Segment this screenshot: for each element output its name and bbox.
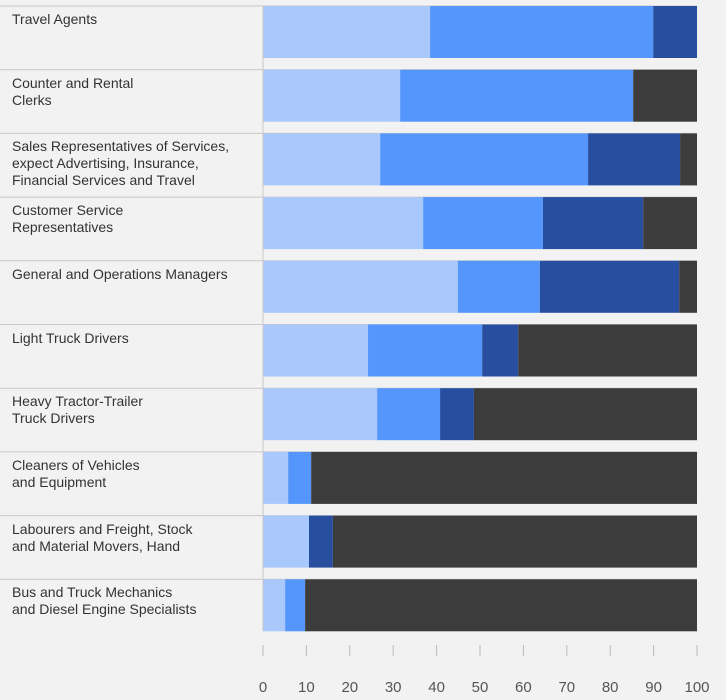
x-tick-label: 40 [428,679,445,696]
x-tick-label: 70 [558,679,575,696]
bar-segment [473,388,697,441]
bar-segment [643,197,697,250]
x-tick-label: 60 [515,679,532,696]
bar-segment [400,69,634,122]
x-tick-label: 100 [684,679,709,696]
bar-segment [368,324,483,377]
bar-segment [263,133,381,186]
bar-segment [679,260,697,313]
bar-segment [423,197,543,250]
x-tick-label: 20 [341,679,358,696]
bar-segment [440,388,474,441]
category-label: Labourers and Freight, Stock and Materia… [12,520,193,554]
bar-segment [377,388,441,441]
bar-segment [263,451,289,504]
x-tick-label: 80 [602,679,619,696]
bar-segment [588,133,681,186]
category-label: Light Truck Drivers [12,329,129,346]
bar-segment [263,324,369,377]
bar-segment [539,260,680,313]
category-label: General and Operations Managers [12,265,228,282]
bar-segment [263,197,424,250]
category-label: Customer Service Representatives [12,202,124,236]
bar-segment [309,515,333,568]
bar-segment [482,324,519,377]
bar-segment [285,579,306,632]
bar-segment [263,515,310,568]
bar-segment [680,133,697,186]
bar-segment [633,69,697,122]
bar-segment [311,451,697,504]
category-label: Counter and Rental Clerks [12,74,134,108]
bar-segment [305,579,697,632]
x-tick-label: 0 [259,679,267,696]
x-tick-label: 90 [645,679,662,696]
x-tick-label: 30 [385,679,402,696]
bar-segment [332,515,697,568]
bar-segment [380,133,589,186]
bar-segment [518,324,697,377]
x-tick-label: 10 [298,679,315,696]
bar-segment [288,451,312,504]
category-label: Travel Agents [12,11,98,27]
bar-segment [457,260,540,313]
bar-segment [263,260,458,313]
category-label: Sales Representatives of Services, expec… [12,138,230,189]
bar-segment [263,6,431,58]
x-tick-label: 50 [472,679,489,696]
bar-segment [653,6,697,58]
bar-segment [263,388,378,441]
bar-segment [263,69,401,122]
bar-segment [263,579,286,632]
bar-segment [430,6,654,58]
category-label: Heavy Tractor-Trailer Truck Drivers [12,393,143,427]
category-label: Bus and Truck Mechanics and Diesel Engin… [12,584,197,618]
bar-segment [542,197,644,250]
category-label: Cleaners of Vehicles and Equipment [12,456,140,490]
